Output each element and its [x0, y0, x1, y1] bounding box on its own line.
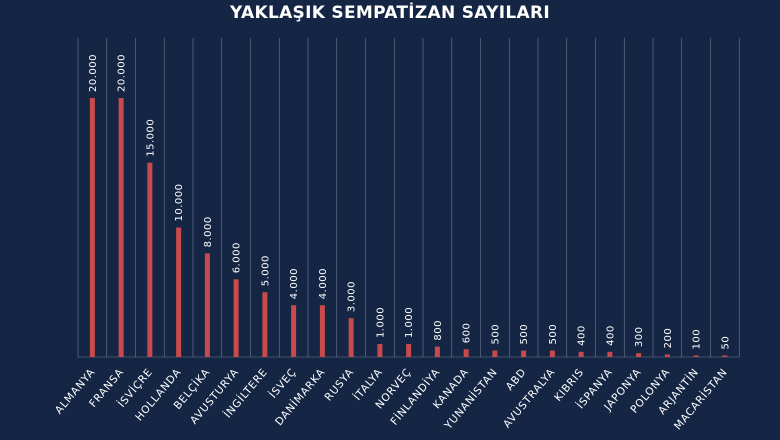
bar: [463, 349, 469, 357]
value-label: 200: [663, 328, 674, 349]
bar: [693, 355, 699, 357]
bar: [262, 292, 268, 357]
bar: [722, 355, 728, 357]
bar: [147, 162, 153, 357]
bar: [492, 350, 498, 357]
category-label: RUSYA: [323, 366, 357, 403]
value-label: 10.000: [174, 184, 185, 222]
bar: [176, 227, 182, 357]
bar: [406, 344, 412, 357]
value-label: 8.000: [203, 216, 214, 247]
value-label: 500: [490, 324, 501, 345]
value-label: 300: [634, 327, 645, 348]
value-label: 15.000: [145, 119, 156, 157]
bar: [204, 253, 210, 357]
category-label: AVUSTRALYA: [501, 366, 558, 430]
bar: [319, 305, 325, 357]
category-labels: ALMANYAFRANSAİSVİÇREHOLLANDABELÇİKAAVUST…: [53, 366, 730, 433]
bar: [291, 305, 297, 357]
value-label: 100: [692, 329, 703, 350]
value-label: 4.000: [289, 268, 300, 299]
value-label: 500: [519, 324, 530, 345]
bar: [664, 354, 670, 357]
value-label: 50: [720, 336, 731, 350]
value-labels: 20.000 20.000 15.000 10.000 8.000 6.000 5.000 4…: [88, 54, 732, 350]
bar: [118, 98, 124, 357]
category-label: ALMANYA: [53, 366, 98, 416]
value-label: 20.000: [88, 54, 99, 92]
bar: [521, 350, 527, 357]
value-label: 20.000: [117, 54, 128, 92]
value-label: 500: [548, 324, 559, 345]
bars: [89, 98, 728, 357]
category-label: FİNLANDİYA: [388, 366, 443, 428]
bar: [578, 351, 584, 357]
category-label: DANİMARKA: [272, 366, 327, 428]
value-label: 800: [433, 320, 444, 341]
bar: [233, 279, 239, 357]
bar: [607, 351, 613, 357]
bar: [434, 346, 440, 357]
bar: [377, 344, 383, 357]
category-label: ABD: [504, 366, 529, 393]
value-label: 5.000: [260, 255, 271, 286]
value-label: 4.000: [318, 268, 329, 299]
value-label: 600: [462, 323, 473, 344]
chart-title: YAKLAŞIK SEMPATİZAN SAYILARI: [230, 3, 550, 23]
bar: [636, 353, 642, 357]
value-label: 3.000: [347, 281, 358, 312]
value-label: 1.000: [375, 307, 386, 338]
value-label: 6.000: [232, 242, 243, 273]
value-label: 400: [577, 325, 588, 346]
bar: [348, 318, 354, 357]
value-label: 1.000: [404, 307, 415, 338]
bar: [89, 98, 95, 357]
bar: [549, 350, 555, 357]
value-label: 400: [605, 325, 616, 346]
